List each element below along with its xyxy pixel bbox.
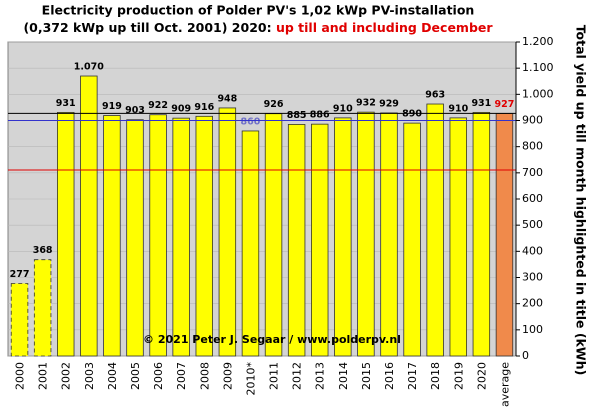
bar [311,123,329,357]
bar [10,283,29,357]
x-tick-label: 2000 [14,362,27,390]
bar [126,119,144,357]
x-tick-label: 2001 [37,362,50,390]
value-label: 1.070 [74,62,104,73]
value-label: 886 [310,110,330,121]
bar [287,124,306,357]
x-tick-label: 2005 [129,362,142,390]
value-label: 277 [10,269,30,280]
x-tick-label: 2008 [198,362,211,390]
bar [403,122,421,357]
x-tick-label: 2006 [152,362,165,390]
value-label: 860 [241,116,261,127]
x-tick-label: 2020 [475,362,488,390]
value-label: 948 [217,93,237,104]
y-tick-label: 500 [522,218,543,231]
value-label: 929 [379,98,399,109]
y-tick-label: 700 [522,166,543,179]
chart-title: Electricity production of Polder PV's 1,… [42,3,475,18]
y-tick-label: 1.000 [522,87,554,100]
x-tick-label: 2018 [429,362,442,390]
x-tick-label: 2010* [244,362,257,396]
value-label: 919 [102,101,122,112]
bar [357,111,375,357]
chart-subtitle: (0,372 kWp up till Oct. 2001) 2020: up t… [23,20,493,35]
y-tick-label: 900 [522,114,543,127]
bar [57,111,75,357]
x-tick-label: 2014 [337,362,350,390]
bar [449,117,467,357]
x-tick-label: 2004 [106,362,119,390]
bar [241,130,260,357]
value-label: 927 [495,99,515,110]
bar [495,113,514,357]
x-tick-label: 2011 [268,362,281,390]
x-tick-label: 2007 [175,362,188,390]
x-tick-label: average [498,362,511,407]
value-label: 910 [333,103,353,114]
value-label: 890 [402,109,422,120]
x-tick-label: 2009 [221,362,234,390]
y-tick-label: 100 [522,323,543,336]
plot-area: 0 100 200 300 400 500 600 700 800 900 1.000 1.100 1.… [7,35,554,407]
value-label: 909 [171,104,191,115]
x-tick-label: 2015 [360,362,373,390]
bar [80,75,98,357]
y-tick-label: 1.100 [522,61,554,74]
x-tick-label: 2019 [452,362,465,390]
x-tick-label: 2017 [406,362,419,390]
bar [334,117,352,357]
value-label: 931 [56,98,76,109]
y-tick-label: 1.200 [522,35,554,48]
y-tick-label: 400 [522,244,543,257]
bar [380,112,398,357]
y-tick-label: 0 [522,349,529,362]
x-tick-label: 2002 [60,362,73,390]
bar [149,114,167,357]
y-tick-label: 300 [522,271,543,284]
copyright: © 2021 Peter J. Segaar / www.polderpv.nl [143,333,401,346]
subtitle: (0,372 kWp up till Oct. 2001) 2020: [23,20,271,35]
bar [103,115,121,357]
bar [264,113,283,357]
bar [472,111,491,357]
value-label: 931 [471,98,491,109]
bar [33,259,52,357]
value-label: 916 [194,102,214,113]
bar [195,115,213,357]
value-label: 922 [148,100,168,111]
subtitle-highlight: up till and including December [276,20,493,35]
value-label: 932 [356,98,376,109]
x-tick-label: 2012 [291,362,304,390]
x-tick-label: 2016 [383,362,396,390]
x-tick-label: 2003 [83,362,96,390]
y-tick-label: 200 [522,297,543,310]
bar [172,117,190,357]
y-axis-title: Total yield up till month highlighted in… [574,25,589,376]
x-tick-label: 2013 [314,362,327,390]
value-label: 910 [448,103,468,114]
bar [426,103,444,357]
y-tick-label: 800 [522,140,543,153]
value-label: 926 [264,99,284,110]
bar [218,107,237,357]
value-label: 963 [425,90,445,101]
value-label: 368 [33,245,53,256]
y-tick-label: 600 [522,192,543,205]
value-label: 903 [125,105,145,116]
value-label: 885 [287,110,307,121]
